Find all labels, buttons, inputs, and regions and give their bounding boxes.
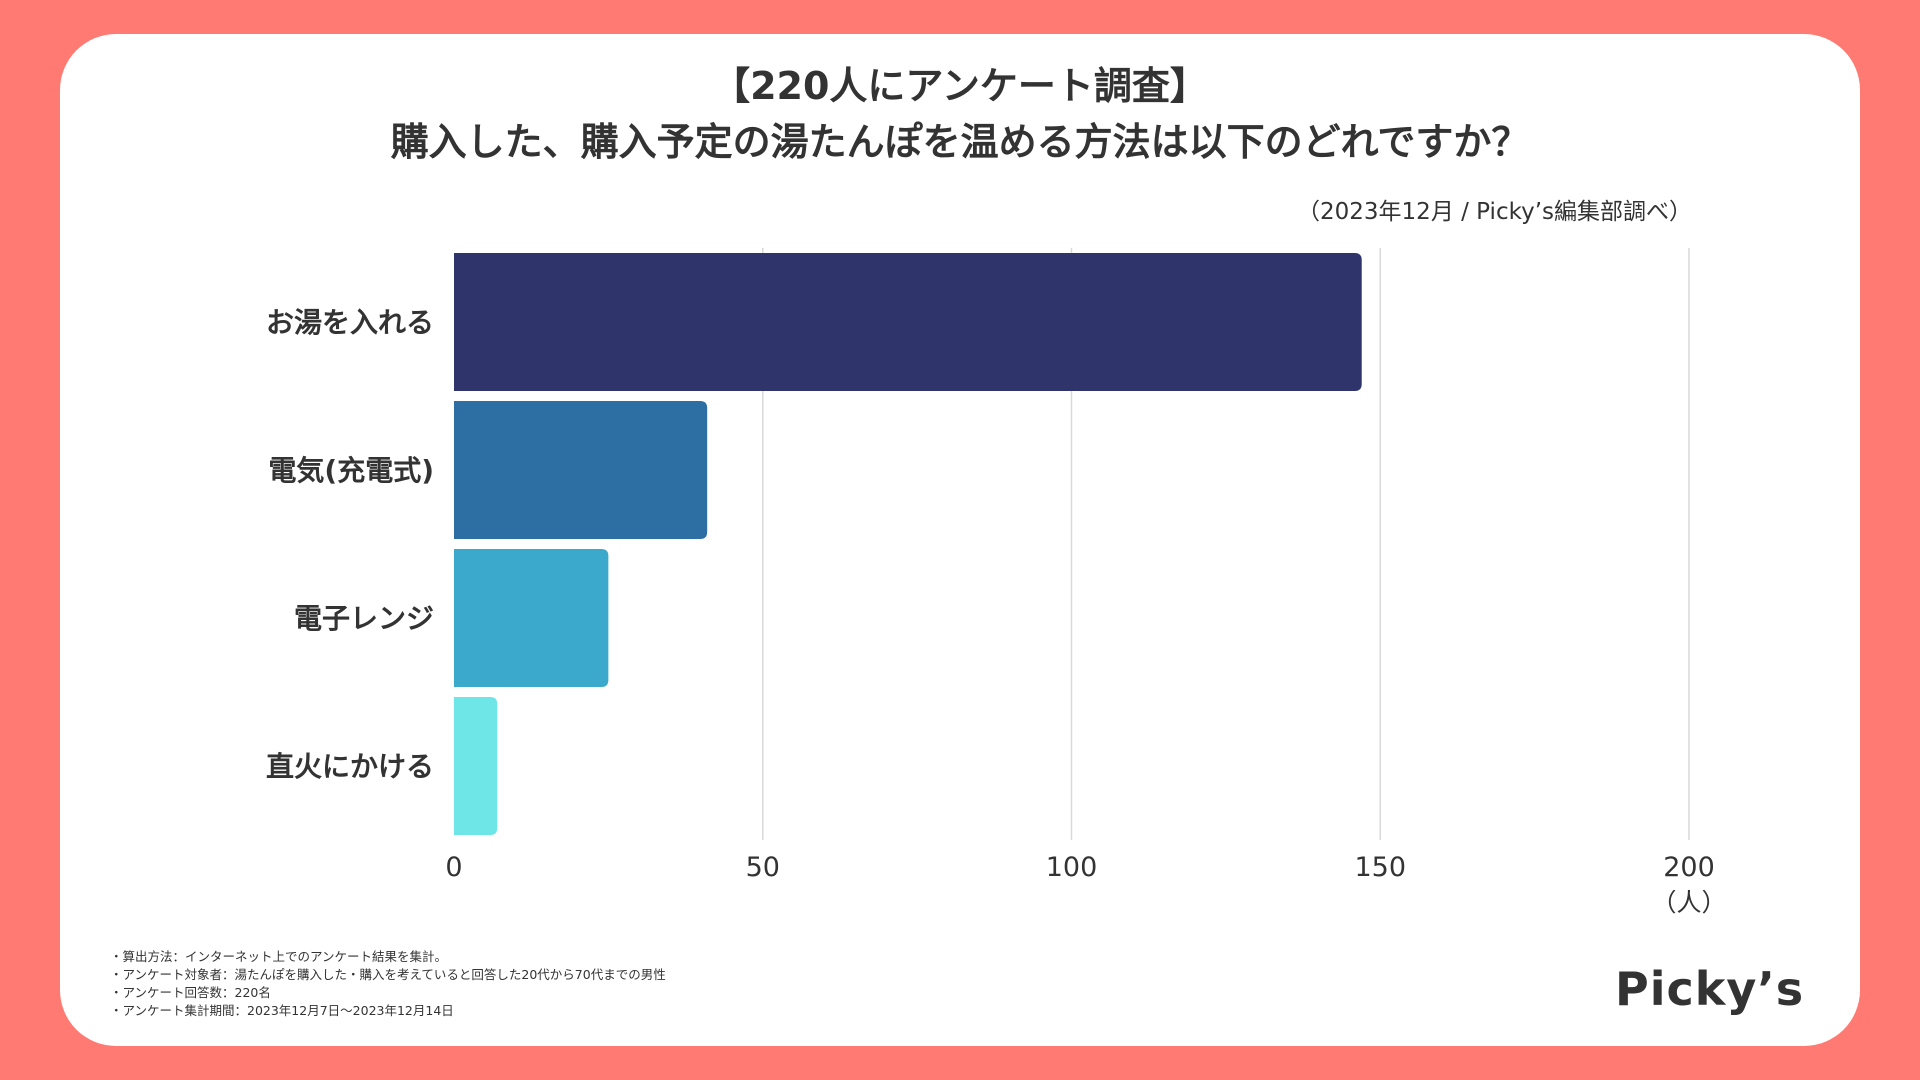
category-label-3: 電子レンジ bbox=[294, 602, 434, 635]
footnote-method: ・算出方法：インターネット上でのアンケート結果を集計。 bbox=[110, 949, 448, 964]
x-tick-label-0: 0 bbox=[445, 852, 462, 883]
category-label-2: 電気(充電式) bbox=[268, 454, 434, 487]
bar-3 bbox=[454, 549, 609, 687]
category-label-4: 直火にかける bbox=[266, 750, 434, 783]
footnote-period: ・アンケート集計期間：2023年12月7日〜2023年12月14日 bbox=[110, 1003, 454, 1018]
x-tick-layer: 0 50 100 150 200 （人） bbox=[445, 852, 1726, 917]
source-note: （2023年12月 / Picky’s編集部調べ） bbox=[1297, 199, 1692, 225]
x-tick-label-150: 150 bbox=[1354, 852, 1406, 883]
bar-4 bbox=[454, 697, 498, 835]
title-line-1: 【220人にアンケート調査】 bbox=[712, 64, 1208, 108]
x-tick-label-200: 200 bbox=[1663, 852, 1715, 883]
bar-2 bbox=[454, 401, 708, 539]
title-line-2: 購入した、購入予定の湯たんぽを温める方法は以下のどれですか？ bbox=[390, 120, 1530, 164]
bar-layer bbox=[454, 253, 1362, 835]
x-unit-label: （人） bbox=[1651, 888, 1726, 917]
x-tick-label-100: 100 bbox=[1046, 852, 1098, 883]
picky-s-logo: Picky’s bbox=[1615, 962, 1805, 1016]
footnotes: ・算出方法：インターネット上でのアンケート結果を集計。 ・アンケート対象者：湯た… bbox=[110, 948, 666, 1020]
footnote-target: ・アンケート対象者：湯たんぽを購入した・購入を考えていると回答した20代から70… bbox=[110, 967, 666, 982]
chart-card bbox=[60, 34, 1860, 1046]
chart-title: 【220人にアンケート調査】 購入した、購入予定の湯たんぽを温める方法は以下のど… bbox=[0, 58, 1920, 170]
category-label-1: お湯を入れる bbox=[266, 306, 434, 339]
footnote-count: ・アンケート回答数：220名 bbox=[110, 985, 271, 1000]
bar-1 bbox=[454, 253, 1362, 391]
x-tick-label-50: 50 bbox=[746, 852, 780, 883]
